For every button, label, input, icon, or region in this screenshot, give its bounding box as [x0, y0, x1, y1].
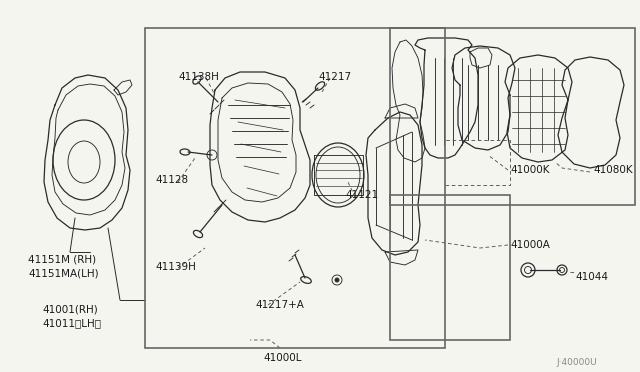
- Text: 41001(RH): 41001(RH): [42, 305, 98, 315]
- Text: 41128: 41128: [155, 175, 188, 185]
- Bar: [390, 195, 510, 340]
- Text: 41121: 41121: [345, 190, 378, 200]
- Text: 41011〈LH〉: 41011〈LH〉: [42, 318, 101, 328]
- Text: 41080K: 41080K: [593, 165, 632, 175]
- Text: 41000L: 41000L: [263, 353, 301, 363]
- Bar: [145, 28, 445, 348]
- Bar: [390, 28, 635, 205]
- Text: 41151M (RH): 41151M (RH): [28, 255, 96, 265]
- Text: 41217+A: 41217+A: [255, 300, 304, 310]
- Text: J·40000U: J·40000U: [556, 358, 596, 367]
- Text: 41044: 41044: [575, 272, 608, 282]
- Circle shape: [335, 278, 339, 282]
- Text: 41138H: 41138H: [178, 72, 219, 82]
- Text: 41151MA(LH): 41151MA(LH): [28, 268, 99, 278]
- Text: 41000K: 41000K: [510, 165, 550, 175]
- Text: 41000A: 41000A: [510, 240, 550, 250]
- Text: 41139H: 41139H: [155, 262, 196, 272]
- Text: 41217: 41217: [318, 72, 351, 82]
